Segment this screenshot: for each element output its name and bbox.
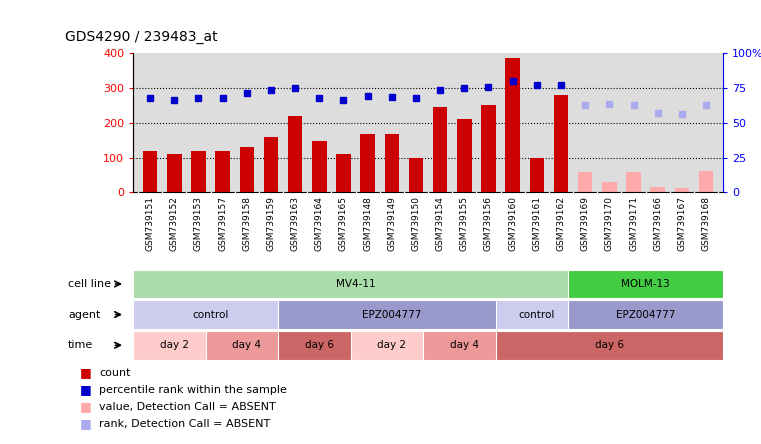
Text: GSM739156: GSM739156 — [484, 196, 493, 251]
Text: GSM739171: GSM739171 — [629, 196, 638, 251]
Bar — [626, 172, 641, 192]
Bar — [495, 331, 723, 360]
Text: GSM739160: GSM739160 — [508, 196, 517, 251]
Bar — [240, 147, 254, 192]
Bar — [602, 182, 616, 192]
Text: GSM739168: GSM739168 — [702, 196, 711, 251]
Text: GSM739148: GSM739148 — [363, 196, 372, 251]
Bar — [568, 270, 723, 298]
Text: GSM739150: GSM739150 — [412, 196, 421, 251]
Bar — [215, 151, 230, 192]
Bar — [133, 300, 288, 329]
Text: day 4: day 4 — [232, 340, 261, 350]
Text: MOLM-13: MOLM-13 — [621, 279, 670, 289]
Text: GSM739166: GSM739166 — [653, 196, 662, 251]
Text: value, Detection Call = ABSENT: value, Detection Call = ABSENT — [99, 402, 275, 412]
Bar — [279, 331, 361, 360]
Bar — [423, 331, 505, 360]
Text: day 2: day 2 — [160, 340, 189, 350]
Text: GSM739155: GSM739155 — [460, 196, 469, 251]
Text: GSM739167: GSM739167 — [677, 196, 686, 251]
Bar — [361, 134, 375, 192]
Text: GSM739162: GSM739162 — [556, 196, 565, 251]
Bar — [351, 331, 433, 360]
Bar — [133, 331, 215, 360]
Bar — [457, 119, 472, 192]
Text: ■: ■ — [80, 383, 91, 396]
Bar — [312, 141, 326, 192]
Text: GSM739161: GSM739161 — [533, 196, 541, 251]
Bar — [288, 116, 302, 192]
Text: GSM739159: GSM739159 — [266, 196, 275, 251]
Bar — [409, 158, 423, 192]
Text: ■: ■ — [80, 417, 91, 430]
Bar — [205, 331, 288, 360]
Bar — [481, 105, 495, 192]
Text: GSM739149: GSM739149 — [387, 196, 396, 251]
Text: agent: agent — [68, 309, 100, 320]
Text: MV4-11: MV4-11 — [336, 279, 375, 289]
Text: rank, Detection Call = ABSENT: rank, Detection Call = ABSENT — [99, 419, 270, 428]
Text: day 2: day 2 — [377, 340, 406, 350]
Bar — [191, 151, 205, 192]
Text: GSM739164: GSM739164 — [315, 196, 323, 251]
Text: EPZ004777: EPZ004777 — [616, 309, 675, 320]
Text: GSM739151: GSM739151 — [145, 196, 154, 251]
Bar — [674, 188, 689, 192]
Bar — [133, 270, 578, 298]
Text: GSM739165: GSM739165 — [339, 196, 348, 251]
Text: day 6: day 6 — [305, 340, 334, 350]
Text: ■: ■ — [80, 400, 91, 413]
Bar — [336, 154, 351, 192]
Text: GSM739153: GSM739153 — [194, 196, 203, 251]
Bar — [264, 137, 279, 192]
Text: GSM739158: GSM739158 — [242, 196, 251, 251]
Text: ■: ■ — [80, 366, 91, 380]
Bar — [699, 171, 713, 192]
Bar — [651, 187, 665, 192]
Bar — [167, 154, 182, 192]
Text: GSM739170: GSM739170 — [605, 196, 614, 251]
Bar — [530, 158, 544, 192]
Text: GSM739169: GSM739169 — [581, 196, 590, 251]
Text: GSM739154: GSM739154 — [435, 196, 444, 251]
Text: day 4: day 4 — [450, 340, 479, 350]
Text: control: control — [519, 309, 555, 320]
Text: cell line: cell line — [68, 279, 111, 289]
Bar — [578, 172, 592, 192]
Text: control: control — [193, 309, 229, 320]
Bar — [433, 107, 447, 192]
Bar — [384, 134, 399, 192]
Text: day 6: day 6 — [595, 340, 624, 350]
Text: percentile rank within the sample: percentile rank within the sample — [99, 385, 287, 395]
Bar — [568, 300, 723, 329]
Text: time: time — [68, 340, 94, 350]
Text: GSM739163: GSM739163 — [291, 196, 300, 251]
Text: GSM739152: GSM739152 — [170, 196, 179, 251]
Text: count: count — [99, 368, 130, 378]
Bar — [279, 300, 505, 329]
Text: GSM739157: GSM739157 — [218, 196, 227, 251]
Bar — [505, 59, 520, 192]
Bar — [143, 151, 158, 192]
Bar — [495, 300, 578, 329]
Bar — [554, 95, 568, 192]
Text: EPZ004777: EPZ004777 — [362, 309, 422, 320]
Text: GDS4290 / 239483_at: GDS4290 / 239483_at — [65, 30, 218, 44]
